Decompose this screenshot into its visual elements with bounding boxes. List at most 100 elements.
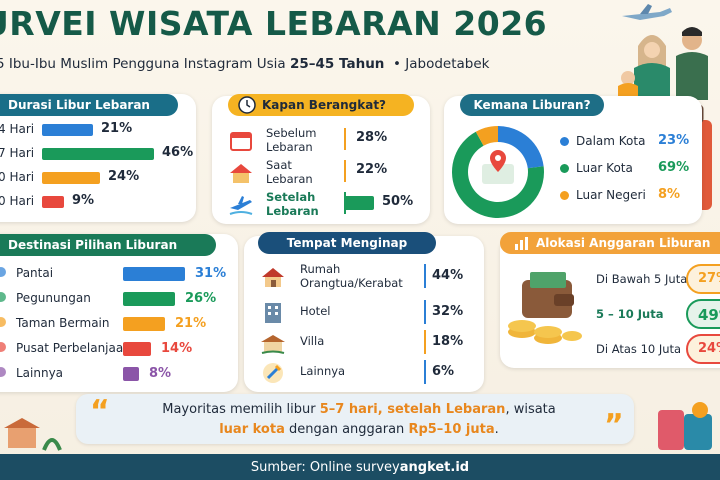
destinasi-row-icon — [0, 342, 6, 352]
durasi-bar — [42, 148, 154, 160]
durasi-pct: 46% — [162, 145, 194, 160]
kemana-legend-pct: 69% — [658, 160, 690, 175]
destinasi-pct: 21% — [175, 316, 207, 331]
destinasi-pct: 26% — [185, 291, 217, 306]
wallet-coins-icon — [508, 272, 582, 344]
destinasi-row-label: Pantai — [16, 266, 54, 280]
tempat-row-label: Hotel — [300, 304, 331, 318]
alokasi-title-text: Alokasi Anggaran Liburan — [536, 236, 711, 250]
airplane-icon — [622, 4, 672, 20]
temple-illustration — [4, 418, 62, 451]
alokasi-pct: 49% — [698, 306, 720, 324]
durasi-bar — [42, 124, 93, 136]
tempat-pct: 18% — [432, 334, 464, 349]
destinasi-card: Destinasi Pilihan Liburan Pantai 31% Pegun… — [0, 234, 238, 392]
footer-source: Sumber: Online survey angket.id — [0, 454, 720, 480]
kapan-pct: 50% — [382, 194, 414, 209]
destinasi-row-label: Taman Bermain — [16, 316, 110, 330]
destinasi-row-icon — [0, 367, 6, 377]
villa-icon — [261, 335, 285, 354]
kemana-title: Kemana Liburan? — [460, 94, 604, 116]
tempat-pct: 44% — [432, 268, 464, 283]
alokasi-card: Alokasi Anggaran Liburan Di Bawah 5 Juta… — [500, 232, 720, 368]
quote-text: Mayoritas memilih libur 5–7 hari, setela… — [124, 400, 594, 440]
durasi-row-label: 7 Hari — [0, 146, 35, 160]
alokasi-row-label: 5 – 10 Juta — [596, 307, 664, 321]
kapan-highlight-bar — [344, 196, 374, 210]
alokasi-title: Alokasi Anggaran Liburan — [500, 232, 720, 254]
subtitle-age: 25–45 Tahun — [289, 56, 385, 72]
kapan-title: Kapan Berangkat? — [228, 94, 414, 116]
kapan-pct: 28% — [356, 130, 388, 145]
destinasi-bar — [123, 317, 165, 331]
destinasi-row-label: Pusat Perbelanjaan — [16, 341, 131, 355]
kapan-row-label: Sebelum Lebaran — [266, 126, 317, 154]
destinasi-bar — [123, 367, 139, 381]
quote-open-mark: “ — [90, 394, 110, 429]
alokasi-pct-badge — [686, 334, 720, 364]
footer-source-link: angket.id — [399, 459, 470, 475]
tempat-row-label: Rumah Orangtua/Kerabat — [300, 262, 403, 290]
durasi-row-label: 0 Hari — [0, 194, 35, 208]
alokasi-pct-badge — [686, 264, 720, 294]
tempat-divider — [424, 300, 426, 324]
durasi-row-label: 4 Hari — [0, 122, 35, 136]
tempat-divider — [424, 360, 426, 384]
destinasi-title-text: Destinasi Pilihan Liburan — [8, 238, 178, 252]
kapan-divider — [344, 160, 346, 182]
destinasi-row-icon — [0, 267, 6, 277]
durasi-pct: 21% — [101, 121, 133, 136]
tempat-card: Tempat Menginap Rumah Orangtua/Kerabat 44%… — [244, 232, 484, 392]
destinasi-row-label: Pegunungan — [16, 291, 91, 305]
kapan-title-text: Kapan Berangkat? — [262, 98, 387, 112]
footer-prefix: Sumber: Online survey — [250, 459, 400, 475]
kemana-legend-dot — [560, 137, 569, 146]
alokasi-row-label: Di Atas 10 Juta — [596, 342, 682, 356]
map-pin-icon — [482, 150, 514, 184]
donut-slice — [452, 131, 544, 218]
airplane-icon — [229, 196, 253, 215]
destinasi-row-label: Lainnya — [16, 366, 64, 380]
quote-box: “ Mayoritas memilih libur 5–7 hari, sete… — [76, 394, 634, 444]
destinasi-pct: 8% — [149, 366, 172, 381]
tempat-row-label: Lainnya — [300, 364, 346, 378]
kapan-card: Kapan Berangkat? Sebelum Lebaran 28% Saat Le… — [212, 94, 430, 224]
alokasi-pct: 27% — [698, 271, 720, 286]
kemana-legend-label: Dalam Kota — [576, 134, 646, 148]
destinasi-pct: 31% — [195, 266, 227, 281]
quote-highlight-destination: luar kota — [219, 422, 285, 437]
tempat-divider — [424, 264, 426, 288]
tempat-pct: 6% — [432, 364, 455, 379]
kapan-row-label: Saat Lebaran — [266, 158, 313, 186]
luggage-illustration — [658, 402, 712, 450]
quote-highlight-budget: Rp5–10 juta — [408, 422, 495, 437]
durasi-card: Durasi Libur Lebaran 4 Hari 21% 7 Hari 46% 0… — [0, 94, 196, 222]
quote-close-mark: ” — [604, 408, 624, 443]
calendar-icon — [230, 132, 252, 151]
subtitle-prefix: 5 Ibu-Ibu Muslim Pengguna Instagram Usia — [0, 56, 290, 72]
house-icon — [230, 164, 252, 183]
subtitle-region: • Jabodetabek — [393, 56, 490, 72]
quote-part-3: dengan anggaran — [284, 422, 409, 437]
kemana-legend-pct: 23% — [658, 133, 690, 148]
tempat-pct: 32% — [432, 304, 464, 319]
durasi-title-text: Durasi Libur Lebaran — [8, 98, 150, 112]
kapan-divider — [344, 128, 346, 150]
kemana-legend-label: Luar Kota — [576, 161, 633, 175]
tempat-title: Tempat Menginap — [258, 232, 436, 254]
kemana-legend-label: Luar Negeri — [576, 188, 646, 202]
durasi-bar — [42, 172, 100, 184]
quote-part-2: , wisata — [505, 402, 556, 417]
durasi-pct: 24% — [108, 169, 140, 184]
durasi-bar — [42, 196, 64, 208]
destinasi-title: Destinasi Pilihan Liburan — [0, 234, 216, 256]
bar-chart-icon — [515, 237, 528, 250]
quote-part-4: . — [494, 422, 499, 437]
hotel-icon — [265, 303, 281, 323]
destinasi-row-icon — [0, 317, 6, 327]
pin-icon — [263, 363, 283, 383]
home-icon — [262, 268, 284, 287]
kemana-legend-dot — [560, 164, 569, 173]
clock-icon — [238, 96, 256, 114]
durasi-title: Durasi Libur Lebaran — [0, 94, 178, 116]
